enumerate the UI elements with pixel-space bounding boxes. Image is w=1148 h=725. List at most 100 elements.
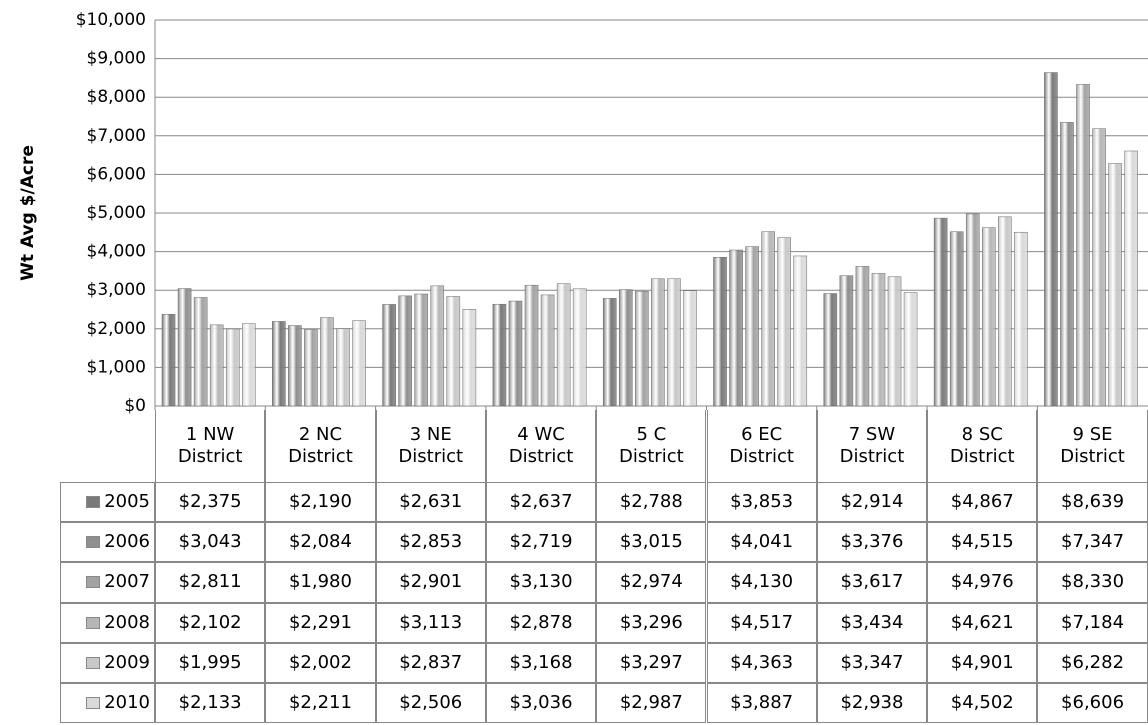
bar bbox=[602, 298, 617, 407]
legend-entry: 2006 bbox=[60, 522, 155, 563]
bar bbox=[272, 321, 286, 407]
category-label: 6 EC District bbox=[706, 410, 817, 482]
table-value: $2,291 bbox=[265, 602, 376, 643]
bar bbox=[320, 317, 334, 407]
bar bbox=[903, 292, 918, 407]
table-value: $3,853 bbox=[706, 482, 817, 523]
bar bbox=[352, 320, 366, 407]
table-value: $2,938 bbox=[816, 683, 928, 724]
table-value: $3,168 bbox=[485, 642, 597, 683]
table-value: $2,002 bbox=[265, 642, 376, 683]
bar bbox=[713, 257, 727, 407]
bar bbox=[572, 288, 587, 407]
table-value: $3,297 bbox=[596, 642, 707, 683]
y-tick-label: $5,000 bbox=[87, 203, 146, 223]
table-value: $3,015 bbox=[596, 522, 707, 563]
bar bbox=[777, 237, 792, 407]
bar bbox=[619, 289, 633, 407]
bar bbox=[161, 314, 176, 407]
legend-entry: 2009 bbox=[60, 642, 155, 683]
table-value: $2,375 bbox=[155, 482, 266, 523]
bar bbox=[1108, 163, 1122, 407]
table-value: $2,853 bbox=[375, 522, 486, 563]
bar bbox=[1076, 84, 1090, 407]
bar bbox=[1060, 122, 1074, 407]
table-value: $3,036 bbox=[485, 683, 597, 724]
table-value: $2,631 bbox=[375, 482, 486, 523]
table-value: $3,434 bbox=[816, 602, 928, 643]
bar bbox=[414, 293, 429, 407]
legend-entry: 2007 bbox=[60, 562, 155, 603]
bar bbox=[540, 294, 555, 407]
table-value: $3,296 bbox=[596, 602, 707, 643]
table-value: $1,980 bbox=[265, 562, 376, 603]
table-value: $2,901 bbox=[375, 562, 486, 603]
bar bbox=[382, 304, 396, 407]
bar bbox=[667, 278, 681, 407]
legend-label: 2005 bbox=[104, 491, 150, 513]
table-value: $2,211 bbox=[265, 683, 376, 724]
table-value: $2,788 bbox=[596, 482, 707, 523]
bar bbox=[288, 325, 302, 407]
bar bbox=[462, 309, 477, 407]
table-value: $3,887 bbox=[706, 683, 817, 724]
table-value: $4,363 bbox=[706, 642, 817, 683]
bar bbox=[446, 296, 461, 407]
table-value: $3,043 bbox=[155, 522, 266, 563]
legend-entry: 2005 bbox=[60, 482, 155, 523]
table-value: $3,617 bbox=[816, 562, 928, 603]
bar bbox=[982, 227, 996, 407]
bar bbox=[635, 290, 649, 407]
legend-entry: 2010 bbox=[60, 683, 155, 724]
bar bbox=[398, 295, 412, 407]
y-tick-label: $10,000 bbox=[76, 10, 146, 30]
bar bbox=[823, 293, 838, 407]
bar bbox=[524, 284, 539, 407]
table-value: $3,347 bbox=[816, 642, 928, 683]
table-value: $4,515 bbox=[927, 522, 1038, 563]
bar bbox=[336, 328, 350, 407]
legend-swatch bbox=[86, 576, 101, 589]
bar bbox=[998, 216, 1012, 407]
table-value: $6,606 bbox=[1037, 683, 1148, 724]
bar bbox=[193, 297, 208, 407]
bar bbox=[871, 273, 886, 407]
legend-label: 2009 bbox=[104, 651, 150, 673]
bar bbox=[304, 329, 318, 407]
bar bbox=[1044, 72, 1058, 407]
legend-swatch bbox=[86, 656, 101, 669]
legend-label: 2006 bbox=[104, 531, 150, 553]
table-value: $2,190 bbox=[265, 482, 376, 523]
table-value: $4,130 bbox=[706, 562, 817, 603]
bar bbox=[556, 283, 571, 407]
table-value: $4,517 bbox=[706, 602, 817, 643]
bar bbox=[209, 324, 224, 407]
table-value: $4,502 bbox=[927, 683, 1038, 724]
bar bbox=[430, 285, 445, 407]
table-value: $2,133 bbox=[155, 683, 266, 724]
legend-label: 2010 bbox=[104, 692, 150, 714]
bar bbox=[855, 266, 870, 407]
table-value: $3,130 bbox=[485, 562, 597, 603]
y-axis-label: Wt Avg $/Acre bbox=[18, 145, 38, 281]
legend-swatch bbox=[86, 496, 101, 509]
y-tick-label: $7,000 bbox=[87, 126, 146, 146]
bar bbox=[508, 300, 523, 407]
bar bbox=[177, 288, 192, 407]
table-value: $4,867 bbox=[927, 482, 1038, 523]
bar bbox=[745, 246, 759, 407]
bar bbox=[242, 323, 256, 407]
table-value: $4,041 bbox=[706, 522, 817, 563]
bar bbox=[933, 217, 948, 407]
table-value: $4,976 bbox=[927, 562, 1038, 603]
category-label: 4 WC District bbox=[485, 410, 597, 482]
legend-label: 2008 bbox=[104, 611, 150, 633]
table-value: $2,102 bbox=[155, 602, 266, 643]
table-value: $2,084 bbox=[265, 522, 376, 563]
legend-swatch bbox=[86, 536, 101, 549]
bar bbox=[949, 231, 964, 407]
y-tick-label: $8,000 bbox=[87, 87, 146, 107]
table-value: $1,995 bbox=[155, 642, 266, 683]
